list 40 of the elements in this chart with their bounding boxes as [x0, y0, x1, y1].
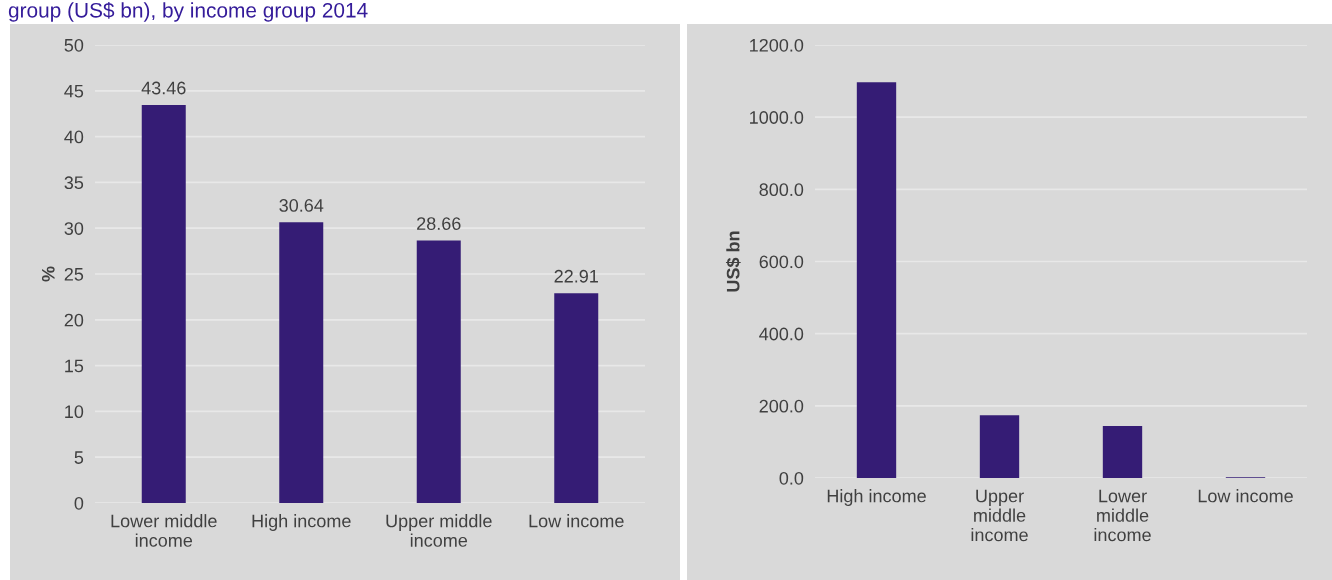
y-tick-label: 1200.0: [750, 38, 804, 52]
chart-title: group (US$ bn), by income group 2014: [8, 2, 368, 22]
y-axis-title: %: [41, 266, 55, 282]
x-tick-label: Low income: [1198, 489, 1293, 503]
data-label: 28.66: [417, 217, 461, 230]
y-tick-label: 600.0: [759, 255, 804, 269]
y-tick-label: 10: [65, 405, 84, 419]
bar: [554, 293, 599, 503]
bar: [979, 415, 1020, 478]
x-tick-label: Low income: [529, 514, 624, 528]
y-tick-label: 800.0: [759, 183, 804, 197]
x-tick-label: Upper middle income: [386, 514, 492, 547]
y-tick-label: 25: [64, 267, 84, 281]
x-tick-label: Lower middle income: [1094, 489, 1151, 542]
y-tick-label: 40: [64, 130, 84, 144]
bar: [141, 104, 186, 503]
y-tick-label: 5: [74, 451, 84, 464]
bar: [416, 240, 461, 503]
bar: [279, 222, 324, 503]
y-tick-label: 45: [64, 84, 84, 98]
data-label: 30.64: [279, 199, 324, 212]
x-tick-label: Upper middle income: [971, 489, 1028, 542]
data-label: 22.91: [554, 269, 598, 283]
y-tick-label: 15: [65, 359, 84, 373]
y-tick-label: 0: [74, 496, 84, 510]
y-tick-label: 35: [64, 176, 84, 190]
y-tick-label: 30: [64, 222, 84, 235]
y-tick-label: 0.0: [779, 471, 804, 485]
data-label: 43.46: [141, 81, 186, 95]
y-tick-label: 200.0: [759, 399, 804, 413]
bar: [1102, 426, 1143, 478]
x-tick-label: High income: [252, 514, 351, 531]
y-axis-title: US$ bn: [725, 231, 741, 292]
x-tick-label: High income: [827, 489, 926, 506]
bar: [856, 82, 897, 478]
y-tick-label: 50: [64, 38, 84, 52]
y-tick-label: 20: [64, 313, 84, 327]
x-tick-label: Lower middle income: [111, 514, 217, 547]
y-tick-label: 1000.0: [750, 111, 804, 124]
y-tick-label: 400.0: [759, 327, 804, 341]
